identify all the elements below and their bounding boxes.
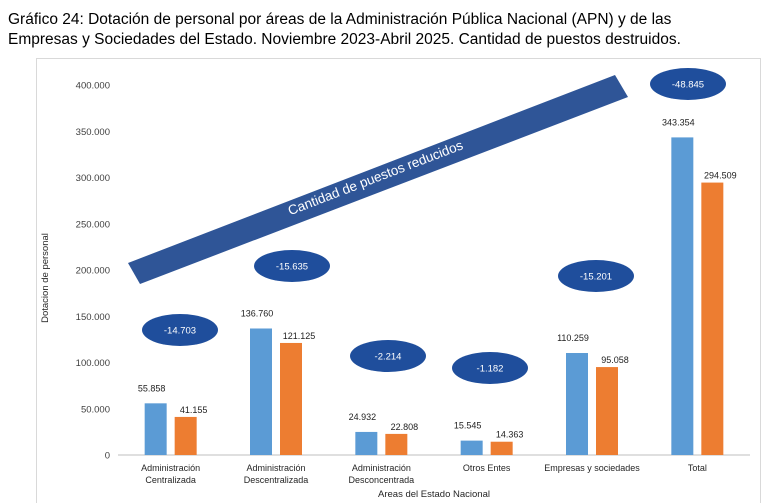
y-axis-title: Dotacion de personal [40, 233, 51, 323]
x-tick-label: Administración [141, 463, 200, 473]
reduction-banner [128, 75, 628, 284]
bar [144, 403, 167, 455]
y-tick-label: 200.000 [76, 266, 110, 277]
data-label: 110.259 [557, 333, 589, 343]
data-label: 136.760 [241, 308, 274, 318]
difference-ellipse [142, 314, 218, 346]
y-tick-label: 300.000 [76, 173, 110, 184]
banner-label: Cantidad de puestos reducidos [286, 137, 465, 218]
bar [671, 137, 694, 455]
data-label: 294.509 [704, 171, 737, 181]
x-tick-label: Empresas y sociedades [544, 463, 640, 473]
x-tick-label: Administración [246, 463, 305, 473]
chart-frame [36, 58, 761, 503]
bar [490, 441, 513, 455]
x-tick-label: Descentralizada [244, 475, 309, 485]
data-label: 22.808 [391, 422, 419, 432]
difference-label: -2.214 [375, 352, 402, 363]
x-tick-label: Administración [352, 463, 411, 473]
difference-label: -15.201 [580, 272, 612, 283]
data-label: 55.858 [138, 383, 166, 393]
x-tick-label: Otros Entes [463, 463, 511, 473]
difference-ellipse [558, 260, 634, 292]
data-label: 41.155 [180, 405, 208, 415]
bar [701, 182, 724, 456]
data-label: 343.354 [662, 117, 695, 127]
data-label: 14.363 [496, 430, 524, 440]
difference-label: -15.635 [276, 262, 308, 273]
difference-label: -48.845 [672, 80, 704, 91]
bar [280, 342, 302, 455]
difference-ellipse [350, 340, 426, 372]
x-tick-label: Desconcentrada [349, 475, 415, 485]
data-label: 24.932 [349, 412, 377, 422]
difference-label: -1.182 [477, 364, 504, 375]
bar [355, 431, 378, 455]
chart-title-line-2: Empresas y Sociedades del Estado. Noviem… [8, 31, 681, 48]
x-tick-label: Total [688, 463, 707, 473]
bar [460, 440, 483, 455]
y-tick-label: 100.000 [76, 358, 110, 369]
difference-ellipse [254, 250, 330, 282]
y-tick-label: 400.000 [76, 81, 110, 92]
difference-label: -14.703 [164, 326, 196, 337]
bar [174, 416, 197, 455]
y-tick-label: 50.000 [81, 404, 110, 415]
y-tick-label: 0 [105, 451, 110, 462]
bar [250, 328, 272, 455]
data-label: 15.545 [454, 421, 482, 431]
bar [385, 433, 408, 455]
y-tick-label: 250.000 [76, 219, 110, 230]
data-label: 95.058 [601, 355, 629, 365]
y-tick-label: 150.000 [76, 312, 110, 323]
y-tick-label: 350.000 [76, 127, 110, 138]
bar [596, 367, 618, 455]
chart-title: Gráfico 24: Dotación de personal por áre… [8, 10, 773, 50]
chart-title-line-1: Gráfico 24: Dotación de personal por áre… [8, 11, 672, 28]
x-axis-title: Areas del Estado Nacional [378, 489, 490, 500]
bar [566, 353, 588, 455]
x-tick-label: Centralizada [145, 475, 196, 485]
data-label: 121.125 [283, 331, 316, 341]
difference-ellipse [650, 68, 726, 100]
difference-ellipse [452, 352, 528, 384]
